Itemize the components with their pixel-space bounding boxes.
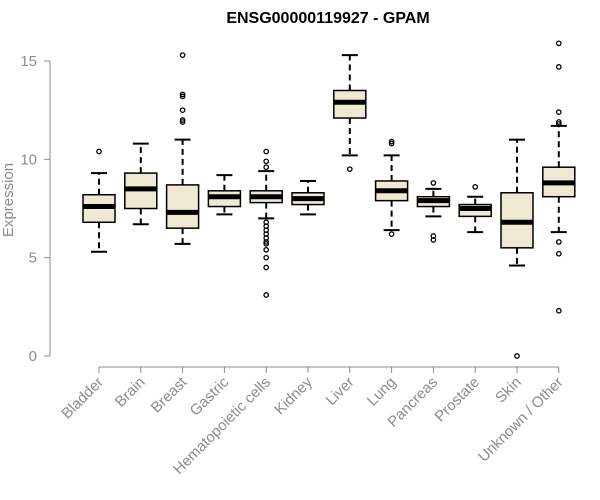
outlier-point — [263, 158, 270, 165]
outlier-point — [555, 121, 562, 127]
box-hematopoietic-cells — [249, 148, 283, 298]
x-tick-label: Bladder — [58, 374, 107, 423]
outlier-point — [263, 246, 270, 253]
y-tick-label: 5 — [29, 250, 37, 267]
box-unknown-other — [542, 40, 576, 314]
outlier-point — [514, 353, 520, 359]
box-breast — [165, 52, 200, 245]
outlier-point — [430, 180, 437, 186]
box-prostate — [458, 184, 492, 234]
y-tick-label: 15 — [20, 53, 37, 70]
x-tick-label: Skin — [492, 374, 525, 407]
outlier-point — [555, 239, 562, 245]
box-iqr — [165, 184, 200, 229]
outlier-point — [179, 93, 186, 100]
box-lung — [374, 138, 409, 237]
y-tick-label: 0 — [29, 348, 37, 365]
outlier-point — [96, 148, 102, 155]
box-pancreas — [416, 180, 451, 243]
outlier-point — [555, 307, 562, 314]
outlier-point — [263, 254, 270, 261]
outlier-point — [430, 237, 437, 243]
x-tick-label: Brain — [112, 374, 149, 411]
y-axis: 0 5 10 15 — [20, 53, 51, 365]
y-axis-label: Expression — [0, 163, 17, 237]
outlier-point — [263, 164, 270, 171]
outlier-point — [472, 184, 479, 190]
box-bladder — [82, 148, 116, 253]
outlier-point — [263, 292, 270, 298]
chart-title: ENSG00000119927 - GPAM — [226, 10, 429, 27]
outlier-point — [555, 250, 562, 257]
outlier-point — [388, 231, 395, 237]
x-tick-label: Prostate — [431, 374, 483, 426]
x-tick-label: Kidney — [271, 373, 316, 418]
x-tick-label: Lung — [364, 374, 400, 410]
outlier-point — [179, 91, 186, 98]
x-tick-label: Breast — [148, 373, 191, 416]
box-series — [82, 40, 576, 359]
outlier-point — [555, 40, 562, 47]
outlier-point — [555, 119, 562, 125]
outlier-point — [179, 117, 186, 123]
box-brain — [124, 142, 158, 226]
outlier-point — [555, 64, 562, 70]
outlier-point — [388, 140, 395, 147]
x-tick-label: Liver — [323, 374, 358, 409]
outlier-point — [263, 148, 270, 155]
outlier-point — [179, 52, 186, 58]
outlier-point — [263, 239, 270, 245]
outlier-point — [346, 166, 353, 173]
outlier-point — [263, 241, 270, 247]
box-kidney — [291, 179, 325, 216]
box-gastric — [207, 174, 242, 216]
y-tick-label: 10 — [20, 151, 37, 168]
outlier-point — [179, 119, 186, 125]
box-skin — [500, 138, 534, 359]
box-liver — [333, 54, 367, 173]
outlier-point — [263, 264, 270, 271]
outlier-point — [179, 107, 186, 114]
outlier-point — [388, 138, 395, 145]
outlier-point — [555, 109, 562, 115]
